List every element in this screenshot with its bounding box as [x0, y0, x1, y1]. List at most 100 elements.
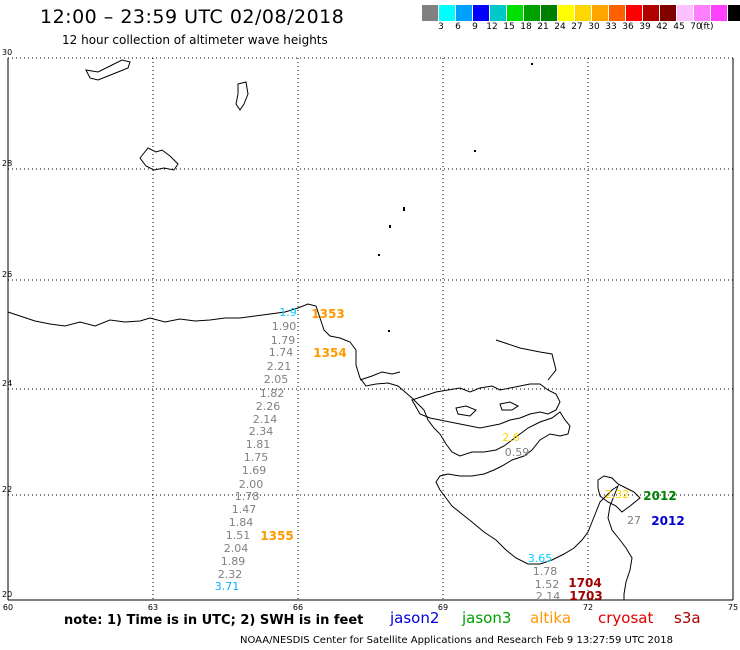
latitude-tick-label: 22 — [2, 485, 12, 494]
wave-height-label: 1.89 — [221, 555, 246, 568]
wave-height-label: 1.74 — [269, 346, 294, 359]
legend-label: 27 — [571, 22, 583, 32]
legend-swatch — [558, 5, 575, 21]
legend-swatch — [456, 5, 473, 21]
legend-swatch — [575, 5, 592, 21]
coastline-mainland — [7, 303, 633, 600]
wave-height-label: 2.00 — [239, 478, 264, 491]
wave-height-label: 2.14 — [253, 413, 278, 426]
satellite-altika: altika — [530, 609, 572, 627]
longitude-tick-label: 72 — [583, 603, 593, 612]
wave-height-label: 1.84 — [229, 516, 254, 529]
satellite-jason2: jason2 — [390, 609, 440, 627]
legend-swatch — [541, 5, 558, 21]
legend-swatch — [490, 5, 507, 21]
latitude-tick-label: 28 — [2, 159, 12, 168]
wave-height-label: 1.47 — [232, 503, 257, 516]
wave-height-label: 2.32 — [218, 568, 243, 581]
legend-label: 9 — [472, 22, 478, 32]
color-legend-labels: 3 6 9 12 15 18 21 24 27 30 33 36 39 42 45 70 (ft) — [422, 22, 740, 36]
pass-time-label: 2012 — [643, 489, 676, 503]
legend-label: 70 — [690, 22, 702, 32]
legend-swatch — [660, 5, 677, 21]
wave-height-label: 1.9 — [279, 306, 297, 319]
wave-height-label: 1.79 — [271, 334, 296, 347]
wave-height-label: 1.90 — [272, 320, 297, 333]
pass-time-label: 1355 — [260, 529, 293, 543]
legend-swatch — [507, 5, 524, 21]
wave-height-label: 2.34 — [249, 425, 274, 438]
legend-label: 15 — [503, 22, 515, 32]
latitude-tick-label: 26 — [2, 270, 12, 279]
wave-height-label: 1.81 — [246, 438, 271, 451]
wave-height-label: 2.21 — [267, 360, 292, 373]
legend-swatch — [677, 5, 694, 21]
legend-label: 30 — [588, 22, 600, 32]
latitude-tick-label: 20 — [2, 590, 12, 599]
latitude-tick-label: 30 — [2, 48, 12, 57]
color-legend — [422, 5, 740, 21]
small-islands — [378, 63, 533, 332]
legend-swatch — [643, 5, 660, 21]
wave-height-label: 0.59 — [505, 446, 530, 459]
map-frame — [7, 58, 734, 601]
wave-height-label: 2.04 — [224, 542, 249, 555]
legend-swatch — [728, 5, 740, 21]
wave-height-label: 27 — [627, 514, 641, 527]
wave-height-label: 3.71 — [215, 580, 240, 593]
longitude-tick-label: 63 — [148, 603, 158, 612]
wave-height-label: 2.26 — [256, 400, 281, 413]
wave-height-label: 3.65 — [528, 552, 553, 565]
pass-time-label: 1353 — [311, 307, 344, 321]
legend-swatch — [711, 5, 728, 21]
footer-credit: NOAA/NESDIS Center for Satellite Applica… — [240, 635, 673, 646]
legend-label: 39 — [639, 22, 651, 32]
longitude-tick-label: 60 — [3, 603, 13, 612]
wave-height-label: 1.78 — [533, 565, 558, 578]
coastline-inland-detail — [359, 339, 557, 381]
pass-time-label: 1354 — [313, 346, 346, 360]
wave-height-label: 1.52 — [535, 578, 560, 591]
legend-swatch — [473, 5, 490, 21]
coastline-arabia-1 — [85, 59, 131, 81]
coastline-kutch-islands — [455, 401, 519, 417]
legend-label: 21 — [537, 22, 549, 32]
satellite-s3a: s3a — [674, 609, 701, 627]
pass-time-label: 1704 — [568, 576, 601, 590]
legend-label: 36 — [622, 22, 634, 32]
wave-height-label: 2.05 — [264, 373, 289, 386]
map-subtitle: 12 hour collection of altimeter wave hei… — [62, 33, 328, 47]
coastline-arabia-3 — [139, 147, 179, 171]
legend-label: 33 — [605, 22, 617, 32]
legend-label: 24 — [554, 22, 566, 32]
wave-height-label: 1.51 — [226, 529, 251, 542]
wave-height-label: 1.75 — [244, 451, 269, 464]
wave-height-labels: 1.91.901.791.742.212.051.822.262.142.341… — [215, 306, 641, 603]
legend-swatch — [524, 5, 541, 21]
legend-label: (ft) — [700, 22, 714, 32]
legend-swatch — [592, 5, 609, 21]
satellite-cryosat: cryosat — [598, 609, 654, 627]
graticule: 30 28 26 24 22 20 60 63 66 69 72 75 — [2, 48, 738, 612]
legend-swatch — [626, 5, 643, 21]
legend-label: 3 — [438, 22, 444, 32]
wave-height-label: 2.14 — [536, 590, 561, 603]
latitude-tick-label: 24 — [2, 379, 12, 388]
pass-time-label: 2012 — [651, 514, 684, 528]
map-title: 12:00 – 23:59 UTC 02/08/2018 — [40, 6, 345, 28]
legend-label: 6 — [455, 22, 461, 32]
legend-swatch — [609, 5, 626, 21]
longitude-tick-label: 75 — [728, 603, 738, 612]
wave-height-label: 1.82 — [260, 387, 285, 400]
coastline-kutch — [411, 383, 561, 429]
wave-height-label: 1.78 — [235, 490, 260, 503]
satellite-jason3: jason3 — [462, 609, 512, 627]
legend-label: 18 — [520, 22, 532, 32]
legend-label: 45 — [673, 22, 685, 32]
wave-height-label: 2.6 — [502, 431, 520, 444]
wave-height-label: 1.69 — [242, 464, 267, 477]
legend-label: 42 — [656, 22, 668, 32]
coastline-khambhat — [597, 475, 641, 513]
